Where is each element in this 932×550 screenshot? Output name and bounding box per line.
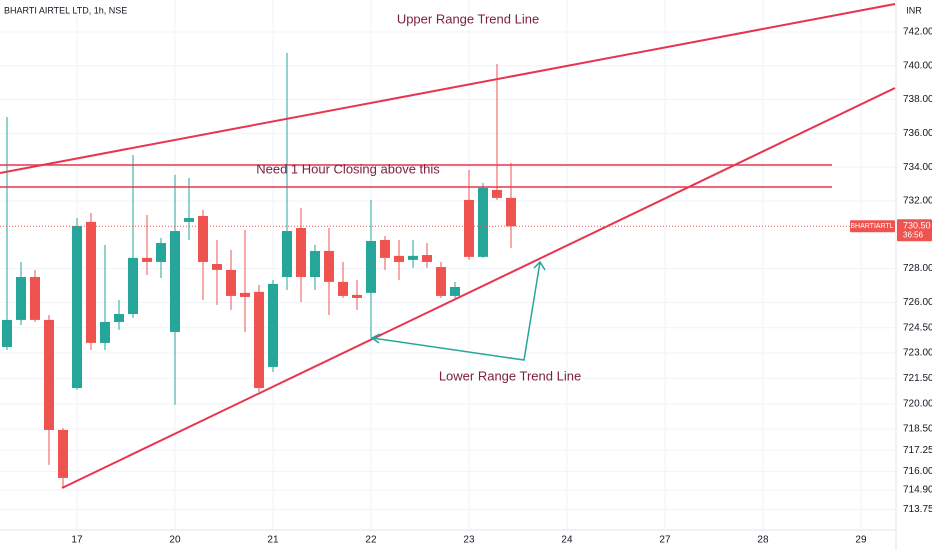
annotation: Need 1 Hour Closing above this [256,161,440,176]
candle-body [379,239,390,258]
candles [1,52,516,488]
currency: INR [906,5,922,15]
x-tick-label: 20 [169,535,181,546]
candle-body [253,291,264,389]
candle-body [211,263,222,270]
countdown: 36:56 [903,230,924,239]
candle-body [351,294,362,298]
candle-body [225,269,236,296]
x-tick-label: 28 [757,535,769,546]
candle-body [113,314,124,322]
price-tag-bg [897,219,932,242]
candle-body [183,218,194,222]
candle-body [141,257,152,262]
candle-body [99,321,110,343]
candle-body [85,221,96,343]
axes: 742.00 740.00 738.00 736.00 734.00 732.00 728.… [71,27,932,546]
symbol-tag-bg [850,220,895,233]
candle-body [365,241,376,293]
y-tick-label: 736.00 [903,128,932,139]
annotation: Lower Range Trend Line [439,368,581,383]
price-tag: 730.50 [903,221,931,231]
candle-body [309,250,320,277]
candle-body [197,215,208,262]
y-tick-label: 724.50 [903,322,932,333]
candle-body [15,276,26,320]
y-tick-label: 734.00 [903,162,932,173]
y-tick-label: 716.00 [903,466,932,477]
candle-body [393,255,404,262]
y-tick-label: 728.00 [903,263,932,274]
y-tick-label: 726.00 [903,297,932,308]
candle-body [323,250,334,282]
y-tick-label: 717.25 [903,445,932,456]
y-tick-label: 720.00 [903,398,932,409]
candle-body [281,231,292,277]
candle-body [505,197,516,227]
y-tick-label: 714.90 [903,485,932,496]
candle-body [57,429,68,478]
x-tick-label: 23 [463,535,475,546]
candle-body [127,257,138,315]
candle-body [435,267,446,296]
candle-body [267,283,278,367]
arrowhead [370,333,381,344]
candle-body [463,199,474,257]
symbol-tag: BHARTIARTL [850,223,893,230]
candle-body [239,292,250,297]
y-tick-label: 723.00 [903,348,932,359]
candle-body [421,255,432,262]
upper-trend-line [0,3,896,174]
y-tick-label: 738.00 [903,94,932,105]
y-tick-label: 718.50 [903,424,932,435]
x-tick-label: 27 [659,535,671,546]
candle-body [337,281,348,296]
candle-body [43,319,54,430]
x-tick-label: 22 [365,535,377,546]
x-tick-label: 24 [561,535,573,546]
candle-body [71,225,82,389]
candle-body [295,227,306,277]
chart-title: BHARTI AIRTEL LTD, 1h, NSE [4,5,127,15]
annotation: Upper Range Trend Line [397,11,539,26]
x-tick-label: 21 [267,535,279,546]
arrow [371,261,541,361]
y-tick-label: 742.00 [903,27,932,38]
candle-body [1,319,12,347]
y-tick-label: 732.00 [903,196,932,207]
candle-body [449,286,460,296]
candle-body [169,231,180,332]
candle-body [407,255,418,260]
candle-body [477,187,488,257]
y-tick-label: 740.00 [903,60,932,71]
candle-body [29,276,40,320]
y-tick-label: 713.75 [903,504,932,515]
x-tick-label: 29 [855,535,867,546]
arrowhead [533,260,546,271]
candle-body [491,189,502,198]
lower-trend-line [61,87,896,489]
candle-body [155,243,166,262]
y-tick-label: 721.50 [903,373,932,384]
x-tick-label: 17 [71,535,83,546]
